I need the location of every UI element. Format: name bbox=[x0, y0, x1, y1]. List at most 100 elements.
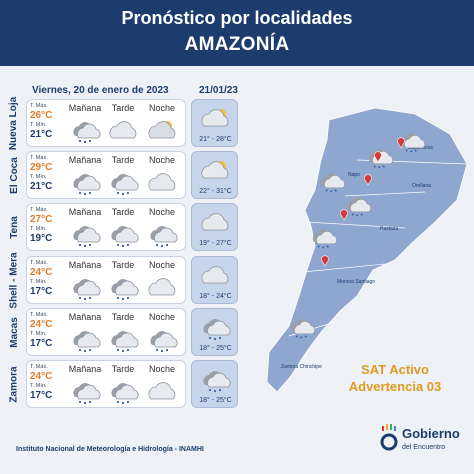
slot-label-night: Noche bbox=[148, 103, 175, 113]
slot-label-night: Noche bbox=[148, 260, 175, 270]
map-pin-icon bbox=[374, 151, 382, 163]
max-label: T. Máx. bbox=[30, 364, 48, 370]
slot-label-night: Noche bbox=[148, 312, 175, 322]
min-label: T. Mín. bbox=[30, 226, 47, 232]
next-day-panel: 18° - 25°C bbox=[191, 360, 238, 408]
rain-cloud-icon bbox=[111, 331, 139, 353]
tomorrow-date: 21/01/23 bbox=[199, 85, 238, 96]
rain-cloud-icon bbox=[73, 226, 101, 248]
locality-name: Shell - Mera bbox=[3, 252, 25, 308]
rain-cloud-icon bbox=[111, 383, 139, 405]
partly-cloudy-icon bbox=[201, 161, 229, 179]
next-day-panel: 22° - 31°C bbox=[191, 151, 238, 199]
min-temp: 17°C bbox=[30, 338, 53, 349]
min-temp: 21°C bbox=[30, 129, 53, 140]
min-label: T. Mín. bbox=[30, 122, 47, 128]
rain-cloud-icon bbox=[203, 319, 231, 341]
forecast-panel: T. Máx. 24°C T. Mín. 17°C Mañana Tarde Noche bbox=[26, 360, 186, 408]
locality-name: Macas bbox=[3, 308, 25, 356]
locality-label: Tena bbox=[8, 215, 20, 239]
slot-label-night: Noche bbox=[148, 155, 175, 165]
next-day-panel: 18° - 25°C bbox=[191, 308, 238, 356]
max-label: T. Máx. bbox=[30, 207, 48, 213]
alert-level: Advertencia 03 bbox=[348, 379, 442, 394]
min-temp: 19°C bbox=[30, 233, 53, 244]
forecast-panel: T. Máx. 29°C T. Mín. 21°C Mañana Tarde Noche bbox=[26, 151, 186, 199]
min-label: T. Mín. bbox=[30, 331, 47, 337]
next-day-range: 18° - 25°C bbox=[199, 397, 232, 404]
slot-label-afternoon: Tarde bbox=[111, 155, 135, 165]
next-day-range: 22° - 31°C bbox=[199, 188, 232, 195]
rain-cloud-icon bbox=[111, 226, 139, 248]
locality-label: Zamora bbox=[8, 365, 20, 403]
cloud-icon bbox=[201, 266, 229, 284]
min-label: T. Mín. bbox=[30, 279, 47, 285]
temperature-block: T. Máx. 24°C T. Mín. 17°C bbox=[30, 312, 62, 350]
rain-cloud-icon bbox=[111, 279, 139, 301]
max-temp: 24°C bbox=[30, 267, 53, 278]
min-label: T. Mín. bbox=[30, 383, 47, 389]
rain-cloud-icon bbox=[73, 122, 101, 144]
locality-name: Tena bbox=[3, 203, 25, 251]
logo-line1: Gobierno bbox=[402, 426, 460, 441]
map-label-pastaza: Pastaza bbox=[380, 226, 398, 232]
max-label: T. Máx. bbox=[30, 103, 48, 109]
max-label: T. Máx. bbox=[30, 312, 48, 318]
rain-cloud-icon bbox=[73, 174, 101, 196]
slot-label-morning: Mañana bbox=[68, 364, 102, 374]
locality-name: Zamora bbox=[3, 360, 25, 408]
gobierno-logo: Gobierno del Encuentro bbox=[378, 416, 470, 464]
map-pin-icon bbox=[321, 255, 329, 267]
slot-label-morning: Mañana bbox=[68, 312, 102, 322]
slot-label-night: Noche bbox=[148, 364, 175, 374]
page-title: Pronóstico por localidades bbox=[121, 8, 353, 28]
institute-name: Instituto Nacional de Meteorología e Hid… bbox=[16, 446, 204, 453]
rain-cloud-icon bbox=[73, 383, 101, 405]
locality-label: Shell - Mera bbox=[8, 251, 20, 309]
temperature-block: T. Máx. 24°C T. Mín. 17°C bbox=[30, 364, 62, 402]
map-region-shape bbox=[266, 107, 468, 393]
max-temp: 26°C bbox=[30, 110, 53, 121]
slot-label-morning: Mañana bbox=[68, 207, 102, 217]
max-temp: 29°C bbox=[30, 162, 53, 173]
slot-label-night: Noche bbox=[148, 207, 175, 217]
cloud-icon bbox=[109, 121, 137, 139]
forecast-panel: T. Máx. 27°C T. Mín. 19°C Mañana Tarde Noche bbox=[26, 203, 186, 251]
slot-label-morning: Mañana bbox=[68, 260, 102, 270]
cloud-icon bbox=[148, 278, 176, 296]
today-date: Viernes, 20 de enero de 2023 bbox=[32, 85, 169, 96]
next-day-panel: 18° - 24°C bbox=[191, 256, 238, 304]
rain-cloud-icon bbox=[150, 226, 178, 248]
locality-name: Nueva Loja bbox=[3, 96, 25, 150]
locality-label: El Coca bbox=[8, 156, 20, 194]
slot-label-afternoon: Tarde bbox=[111, 260, 135, 270]
map-rain-cloud-icon bbox=[290, 319, 316, 339]
slot-label-morning: Mañana bbox=[68, 155, 102, 165]
logo-line2: del Encuentro bbox=[402, 444, 446, 451]
min-label: T. Mín. bbox=[30, 174, 47, 180]
map-rain-cloud-icon bbox=[346, 197, 372, 217]
map-rain-cloud-icon bbox=[312, 229, 338, 249]
map-label-napo: Napo bbox=[348, 172, 360, 178]
partly-cloudy-icon bbox=[201, 109, 229, 127]
min-temp: 17°C bbox=[30, 390, 53, 401]
slot-label-afternoon: Tarde bbox=[111, 103, 135, 113]
map-label-morona: Morona Santiago bbox=[337, 279, 375, 285]
next-day-range: 19° - 27°C bbox=[199, 240, 232, 247]
cloud-icon bbox=[201, 213, 229, 231]
max-label: T. Máx. bbox=[30, 155, 48, 161]
map-rain-cloud-icon bbox=[320, 173, 346, 193]
locality-label: Nueva Loja bbox=[8, 96, 20, 150]
temperature-block: T. Máx. 26°C T. Mín. 21°C bbox=[30, 103, 62, 141]
min-temp: 21°C bbox=[30, 181, 53, 192]
max-temp: 24°C bbox=[30, 319, 53, 330]
max-label: T. Máx. bbox=[30, 260, 48, 266]
cloud-icon bbox=[148, 382, 176, 400]
header-banner: Pronóstico por localidades AMAZONÍA bbox=[0, 0, 474, 66]
map-pin-icon bbox=[340, 209, 348, 221]
temperature-block: T. Máx. 24°C T. Mín. 17°C bbox=[30, 260, 62, 298]
map-label-orellana: Orellana bbox=[412, 183, 431, 189]
forecast-panel: T. Máx. 24°C T. Mín. 17°C Mañana Tarde Noche bbox=[26, 256, 186, 304]
next-day-range: 18° - 24°C bbox=[199, 293, 232, 300]
slot-label-afternoon: Tarde bbox=[111, 207, 135, 217]
